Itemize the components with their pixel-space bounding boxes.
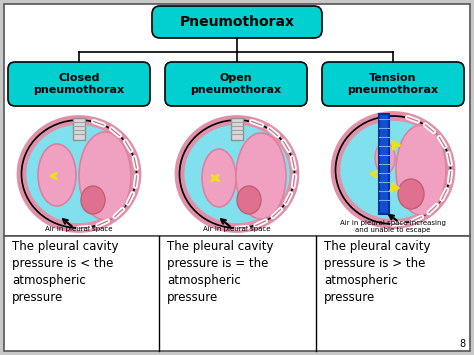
Text: Air in pleural space: Air in pleural space (203, 226, 271, 232)
Text: Closed
pneumothorax: Closed pneumothorax (34, 73, 125, 95)
Bar (4, 4, 470, 236)
Ellipse shape (396, 125, 446, 215)
Ellipse shape (236, 133, 286, 219)
Text: Pneumothorax: Pneumothorax (180, 15, 294, 29)
Ellipse shape (79, 132, 131, 220)
Ellipse shape (398, 179, 424, 209)
Text: The pleural cavity
pressure is < the
atmospheric
pressure: The pleural cavity pressure is < the atm… (12, 240, 118, 304)
Text: Open
pneumothorax: Open pneumothorax (191, 73, 282, 95)
Bar (73, 118, 85, 140)
Text: The pleural cavity
pressure is = the
atmospheric
pressure: The pleural cavity pressure is = the atm… (167, 240, 273, 304)
Ellipse shape (180, 120, 294, 228)
FancyBboxPatch shape (322, 62, 464, 106)
Text: Tension
pneumothorax: Tension pneumothorax (347, 73, 438, 95)
Ellipse shape (81, 186, 105, 214)
Text: Air in pleural space increasing
and unable to escape: Air in pleural space increasing and unab… (340, 220, 446, 233)
Ellipse shape (38, 144, 76, 206)
Bar (231, 118, 243, 140)
Bar (4, 236, 470, 351)
Text: The pleural cavity
pressure is > the
atmospheric
pressure: The pleural cavity pressure is > the atm… (324, 240, 430, 304)
Ellipse shape (21, 120, 137, 228)
FancyBboxPatch shape (8, 62, 150, 106)
Text: Air in pleural space: Air in pleural space (45, 226, 113, 232)
Text: 8: 8 (460, 339, 466, 349)
Bar (379, 114, 389, 214)
FancyBboxPatch shape (152, 6, 322, 38)
FancyBboxPatch shape (165, 62, 307, 106)
Ellipse shape (202, 149, 236, 207)
Ellipse shape (375, 142, 395, 174)
Ellipse shape (336, 116, 450, 224)
Ellipse shape (237, 186, 261, 214)
